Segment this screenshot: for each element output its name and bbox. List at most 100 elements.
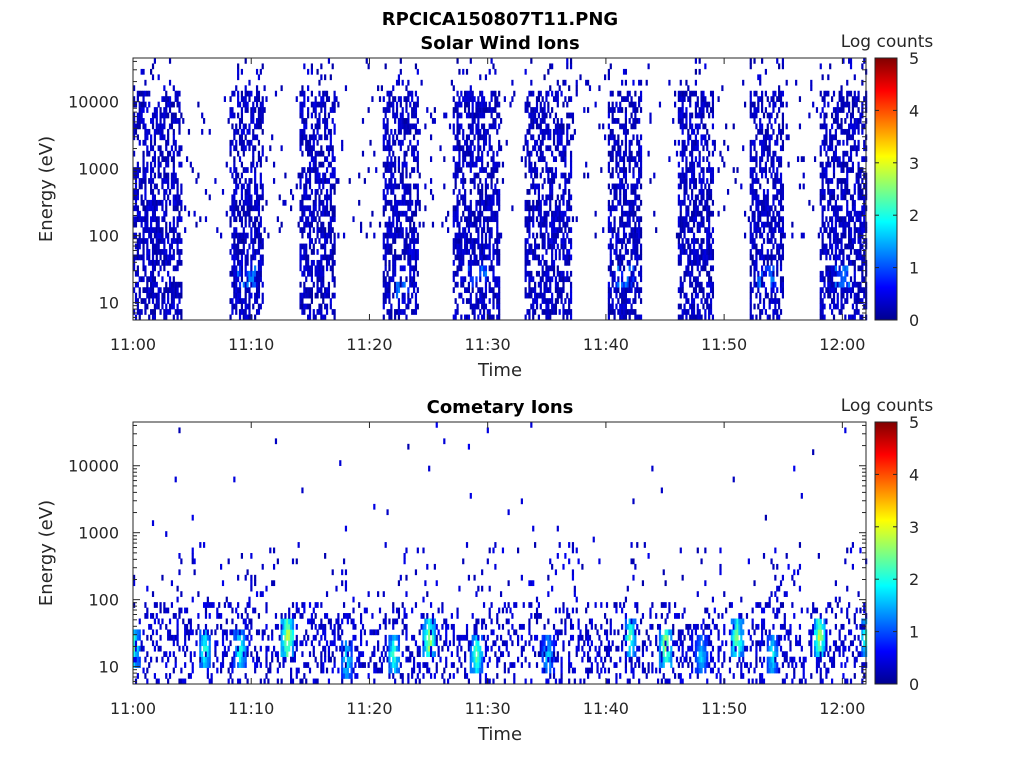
spectrogram-cell — [554, 276, 558, 283]
spectrogram-cell — [840, 96, 843, 102]
spectrogram-cell — [831, 96, 834, 102]
spectrogram-cell — [653, 172, 656, 179]
spectrogram-cell — [163, 134, 166, 141]
spectrogram-cell — [142, 68, 145, 75]
spectrogram-cell — [479, 134, 482, 141]
spectrogram-cell — [305, 303, 308, 310]
spectrogram-cell — [325, 118, 329, 124]
spectrogram-cell — [554, 128, 558, 135]
spectrogram-cell — [170, 243, 174, 250]
spectrogram-cell — [261, 128, 264, 135]
spectrogram-cell — [556, 194, 559, 201]
spectrogram-cell — [454, 178, 457, 184]
spectrogram-cell — [397, 232, 401, 239]
spectrogram-cell — [532, 205, 535, 212]
spectrogram-cell — [416, 303, 419, 310]
spectrogram-cell — [749, 309, 752, 315]
spectrogram-cell — [711, 238, 715, 244]
spectrogram-cell — [568, 303, 571, 310]
spectrogram-cell — [484, 205, 488, 212]
spectrogram-cell — [840, 194, 843, 201]
spectrogram-cell — [180, 189, 183, 195]
spectrogram-cell — [772, 210, 775, 217]
spectrogram-cell — [308, 145, 312, 152]
spectrogram-cell — [751, 172, 754, 179]
spectrogram-cell — [482, 96, 486, 102]
spectrogram-cell — [367, 107, 370, 113]
spectrogram-cell — [692, 276, 696, 283]
spectrogram-cell — [460, 281, 463, 288]
spectrogram-cell — [751, 183, 754, 190]
spectrogram-cell — [301, 298, 304, 304]
spectrogram-cell — [138, 254, 141, 261]
spectrogram-cell — [411, 216, 414, 223]
spectrogram-cell — [562, 309, 565, 315]
spectrogram-cell — [617, 238, 620, 244]
spectrogram-cell — [399, 221, 402, 228]
spectrogram-cell — [700, 265, 703, 272]
spectrogram-cell — [299, 281, 302, 288]
spectrogram-cell — [185, 156, 189, 163]
spectrogram-cell — [161, 205, 164, 212]
spectrogram-cell — [397, 210, 401, 217]
spectrogram-cell — [526, 139, 529, 146]
spectrogram-cell — [562, 189, 565, 195]
spectrogram-cell — [229, 314, 232, 321]
spectrogram-cell — [552, 128, 556, 135]
spectrogram-cell — [138, 243, 141, 250]
spectrogram-cell — [144, 123, 147, 130]
spectrogram-cell — [534, 243, 537, 250]
spectrogram-cell — [161, 123, 164, 130]
spectrogram-cell — [467, 270, 471, 277]
spectrogram-cell — [479, 199, 482, 206]
spectrogram-cell — [244, 85, 247, 92]
spectrogram-cell — [524, 287, 527, 294]
spectrogram-cell — [808, 199, 811, 206]
spectrogram-cell — [414, 227, 418, 233]
spectrogram-cell — [409, 221, 412, 228]
spectrogram-cell — [757, 101, 760, 108]
spectrogram-cell — [681, 178, 684, 184]
spectrogram-cell — [498, 249, 501, 255]
spectrogram-cell — [412, 238, 416, 244]
spectrogram-cell — [838, 161, 841, 168]
spectrogram-cell — [157, 123, 160, 130]
spectrogram-cell — [244, 216, 247, 223]
spectrogram-cell — [465, 139, 469, 146]
spectrogram-cell — [492, 172, 495, 179]
spectrogram-cell — [133, 189, 136, 195]
spectrogram-cell — [696, 194, 699, 201]
spectrogram-cell — [825, 150, 828, 157]
spectrogram-cell — [836, 205, 839, 212]
spectrogram-cell — [753, 90, 756, 97]
spectrogram-cell — [539, 221, 542, 228]
spectrogram-cell — [407, 287, 410, 294]
spectrogram-cell — [528, 259, 531, 266]
spectrogram-cell — [235, 265, 238, 272]
spectrogram-cell — [622, 189, 626, 195]
spectrogram-cell — [685, 156, 688, 163]
spectrogram-cell — [484, 139, 488, 146]
spectrogram-cell — [761, 232, 764, 239]
spectrogram-cell — [261, 183, 264, 190]
spectrogram-cell — [552, 118, 556, 124]
spectrogram-cell — [465, 150, 469, 157]
spectrogram-cell — [696, 254, 699, 261]
spectrogram-cell — [314, 178, 317, 184]
spectrogram-cell — [842, 232, 845, 239]
spectrogram-cell — [324, 118, 327, 124]
spectrogram-cell — [630, 112, 633, 119]
spectrogram-cell — [187, 210, 191, 217]
spectrogram-cell — [416, 68, 419, 75]
spectrogram-cell — [706, 227, 709, 233]
spectrogram-cell — [638, 101, 641, 108]
spectrogram-cell — [473, 96, 476, 102]
spectrogram-cell — [734, 178, 737, 184]
spectrogram-cell — [679, 243, 682, 250]
spectrogram-cell — [755, 281, 758, 288]
spectrogram-cell — [250, 139, 253, 146]
spectrogram-cell — [454, 161, 457, 168]
spectrogram-cell — [547, 178, 550, 184]
spectrogram-cell — [252, 118, 255, 124]
spectrogram-cell — [136, 265, 139, 272]
